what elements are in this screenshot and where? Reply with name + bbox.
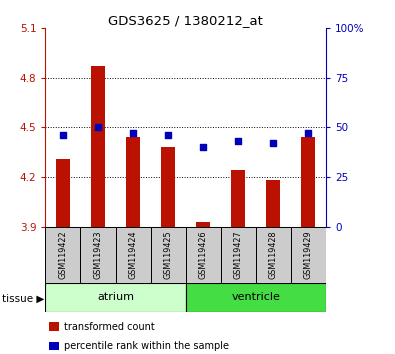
Text: GSM119428: GSM119428 [269, 230, 278, 279]
Text: atrium: atrium [97, 292, 134, 302]
Bar [91, 66, 105, 227]
Text: percentile rank within the sample: percentile rank within the sample [64, 341, 229, 351]
Text: GSM119425: GSM119425 [164, 230, 173, 279]
Point [305, 131, 312, 136]
Bar [291, 227, 326, 283]
Bar [45, 283, 186, 312]
Title: GDS3625 / 1380212_at: GDS3625 / 1380212_at [108, 14, 263, 27]
Bar [256, 227, 291, 283]
Text: transformed count: transformed count [64, 322, 155, 332]
Point [200, 144, 206, 150]
Bar [81, 227, 115, 283]
Text: GSM119427: GSM119427 [234, 230, 243, 279]
Point [60, 132, 66, 138]
Bar [231, 170, 245, 227]
Text: GSM119423: GSM119423 [94, 230, 103, 279]
Bar [186, 227, 221, 283]
Text: tissue ▶: tissue ▶ [2, 294, 44, 304]
Text: GSM119424: GSM119424 [128, 230, 137, 279]
Bar [126, 137, 140, 227]
Bar [221, 227, 256, 283]
Bar [266, 180, 280, 227]
Text: ventricle: ventricle [231, 292, 280, 302]
Point [95, 125, 101, 130]
Point [165, 132, 171, 138]
Point [235, 138, 241, 144]
Bar [56, 159, 70, 227]
Bar [186, 283, 326, 312]
Bar [301, 137, 315, 227]
Point [130, 131, 136, 136]
Bar [115, 227, 150, 283]
Text: GSM119426: GSM119426 [199, 230, 208, 279]
Bar [150, 227, 186, 283]
Bar [196, 222, 210, 227]
Bar [161, 147, 175, 227]
Text: GSM119422: GSM119422 [58, 230, 68, 279]
Bar [45, 227, 81, 283]
Point [270, 141, 276, 146]
Text: GSM119429: GSM119429 [304, 230, 313, 279]
